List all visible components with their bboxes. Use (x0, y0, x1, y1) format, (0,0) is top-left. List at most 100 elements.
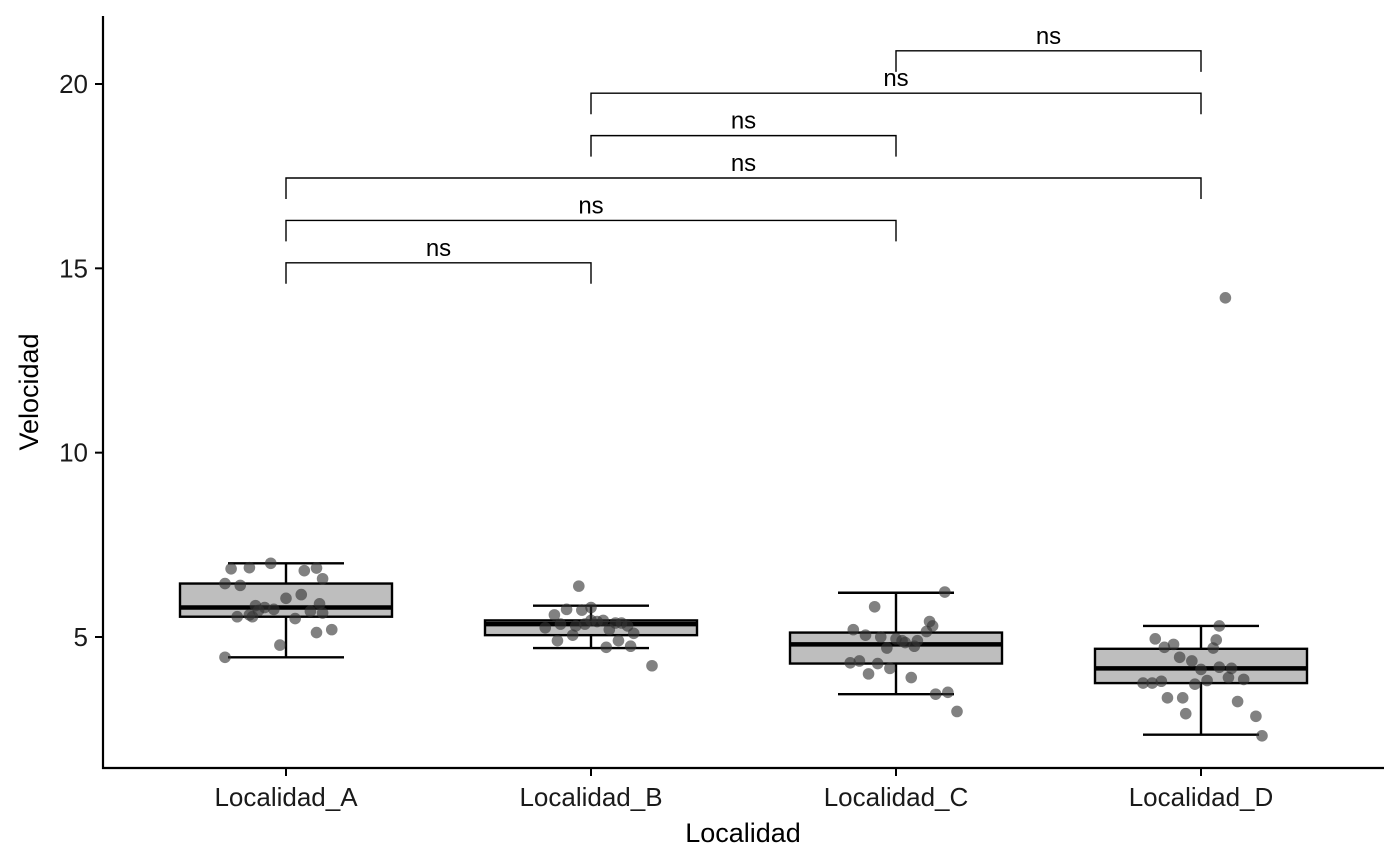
box-localidad-b (483, 604, 699, 650)
x-tick-label: Localidad_D (1129, 782, 1274, 812)
data-point (627, 627, 640, 640)
data-point (603, 623, 616, 636)
data-point (847, 623, 860, 636)
data-point (896, 634, 908, 647)
bracket-line (285, 262, 592, 284)
data-point (576, 604, 588, 616)
data-point (579, 618, 591, 630)
data-point (1256, 730, 1268, 742)
significance-label: ns (426, 235, 451, 262)
data-point (908, 640, 921, 653)
data-point (612, 634, 625, 647)
data-point (325, 623, 338, 636)
data-point (905, 671, 918, 684)
data-point (844, 657, 857, 669)
data-point (862, 668, 875, 680)
comparison-bracket-4: ns (590, 108, 897, 157)
data-point (615, 617, 628, 629)
comparison-bracket-6: ns (895, 23, 1202, 72)
data-point (939, 586, 951, 598)
bracket-line (285, 219, 897, 242)
data-point (646, 659, 658, 672)
data-point (274, 639, 286, 651)
box-localidad-d (1093, 624, 1309, 736)
data-point (264, 557, 277, 570)
axes: 5 10 15 20 Localidad_A Localidad_B Localidad_C… (59, 69, 1273, 812)
y-tick-label: 10 (59, 438, 88, 468)
points-localidad-b (539, 580, 658, 672)
data-point (1201, 674, 1213, 687)
data-point (624, 640, 637, 653)
data-point (591, 615, 603, 628)
data-point (1176, 692, 1189, 704)
data-point (310, 626, 323, 639)
bracket-line (285, 177, 1202, 200)
data-point (1213, 620, 1226, 632)
box-localidad-a (178, 562, 394, 659)
data-point (1158, 641, 1171, 654)
data-point (295, 588, 308, 601)
data-point (929, 688, 942, 700)
data-point (951, 705, 963, 718)
data-point (942, 686, 954, 699)
data-point (310, 562, 323, 574)
bracket-line (590, 134, 897, 157)
points-localidad-c (844, 586, 963, 718)
data-point (881, 642, 893, 654)
data-point (573, 580, 585, 592)
data-point (1213, 661, 1226, 674)
y-tick-label: 15 (59, 253, 88, 283)
data-point (566, 629, 579, 641)
data-point (225, 562, 237, 575)
data-point (539, 621, 552, 634)
data-point (243, 609, 256, 621)
y-axis-title: Velocidad (14, 333, 44, 450)
data-point (548, 609, 561, 621)
data-point (859, 629, 872, 641)
data-point (252, 604, 265, 617)
data-point (298, 564, 311, 577)
data-point (868, 600, 881, 613)
data-point (1179, 707, 1192, 720)
data-point (923, 615, 936, 628)
bracket-line (590, 92, 1202, 115)
data-point (1186, 655, 1198, 667)
data-point (871, 657, 884, 670)
x-tick-label: Localidad_C (824, 782, 969, 812)
data-point (1146, 677, 1158, 689)
significance-label: ns (578, 192, 603, 219)
data-point (874, 631, 887, 643)
data-point (1149, 633, 1162, 645)
significance-label: ns (1036, 23, 1061, 50)
comparison-bracket-1: ns (285, 235, 592, 284)
data-point (1161, 692, 1174, 704)
data-point (1155, 675, 1168, 688)
data-point (884, 662, 896, 675)
significance-label: ns (731, 150, 756, 177)
data-point (1173, 651, 1186, 664)
data-point (316, 607, 329, 619)
data-point (1210, 634, 1223, 646)
data-point (316, 572, 329, 585)
data-point (280, 592, 292, 605)
comparison-bracket-3: ns (285, 150, 1202, 200)
data-point (304, 605, 317, 617)
data-point (1250, 710, 1262, 723)
x-tick-label: Localidad_A (214, 782, 358, 812)
data-point (243, 561, 256, 574)
data-point (219, 651, 231, 664)
data-point (1225, 662, 1238, 675)
comparison-bracket-5: ns (590, 65, 1202, 115)
data-point (560, 603, 573, 616)
y-tick-label: 5 (74, 622, 88, 652)
significance-label: ns (731, 108, 756, 135)
x-axis-title: Localidad (685, 818, 801, 848)
data-point (1195, 663, 1207, 676)
data-point (554, 618, 567, 630)
data-point (1219, 292, 1232, 304)
data-point (219, 577, 231, 590)
data-point (234, 579, 247, 592)
points-localidad-d (1137, 292, 1268, 742)
